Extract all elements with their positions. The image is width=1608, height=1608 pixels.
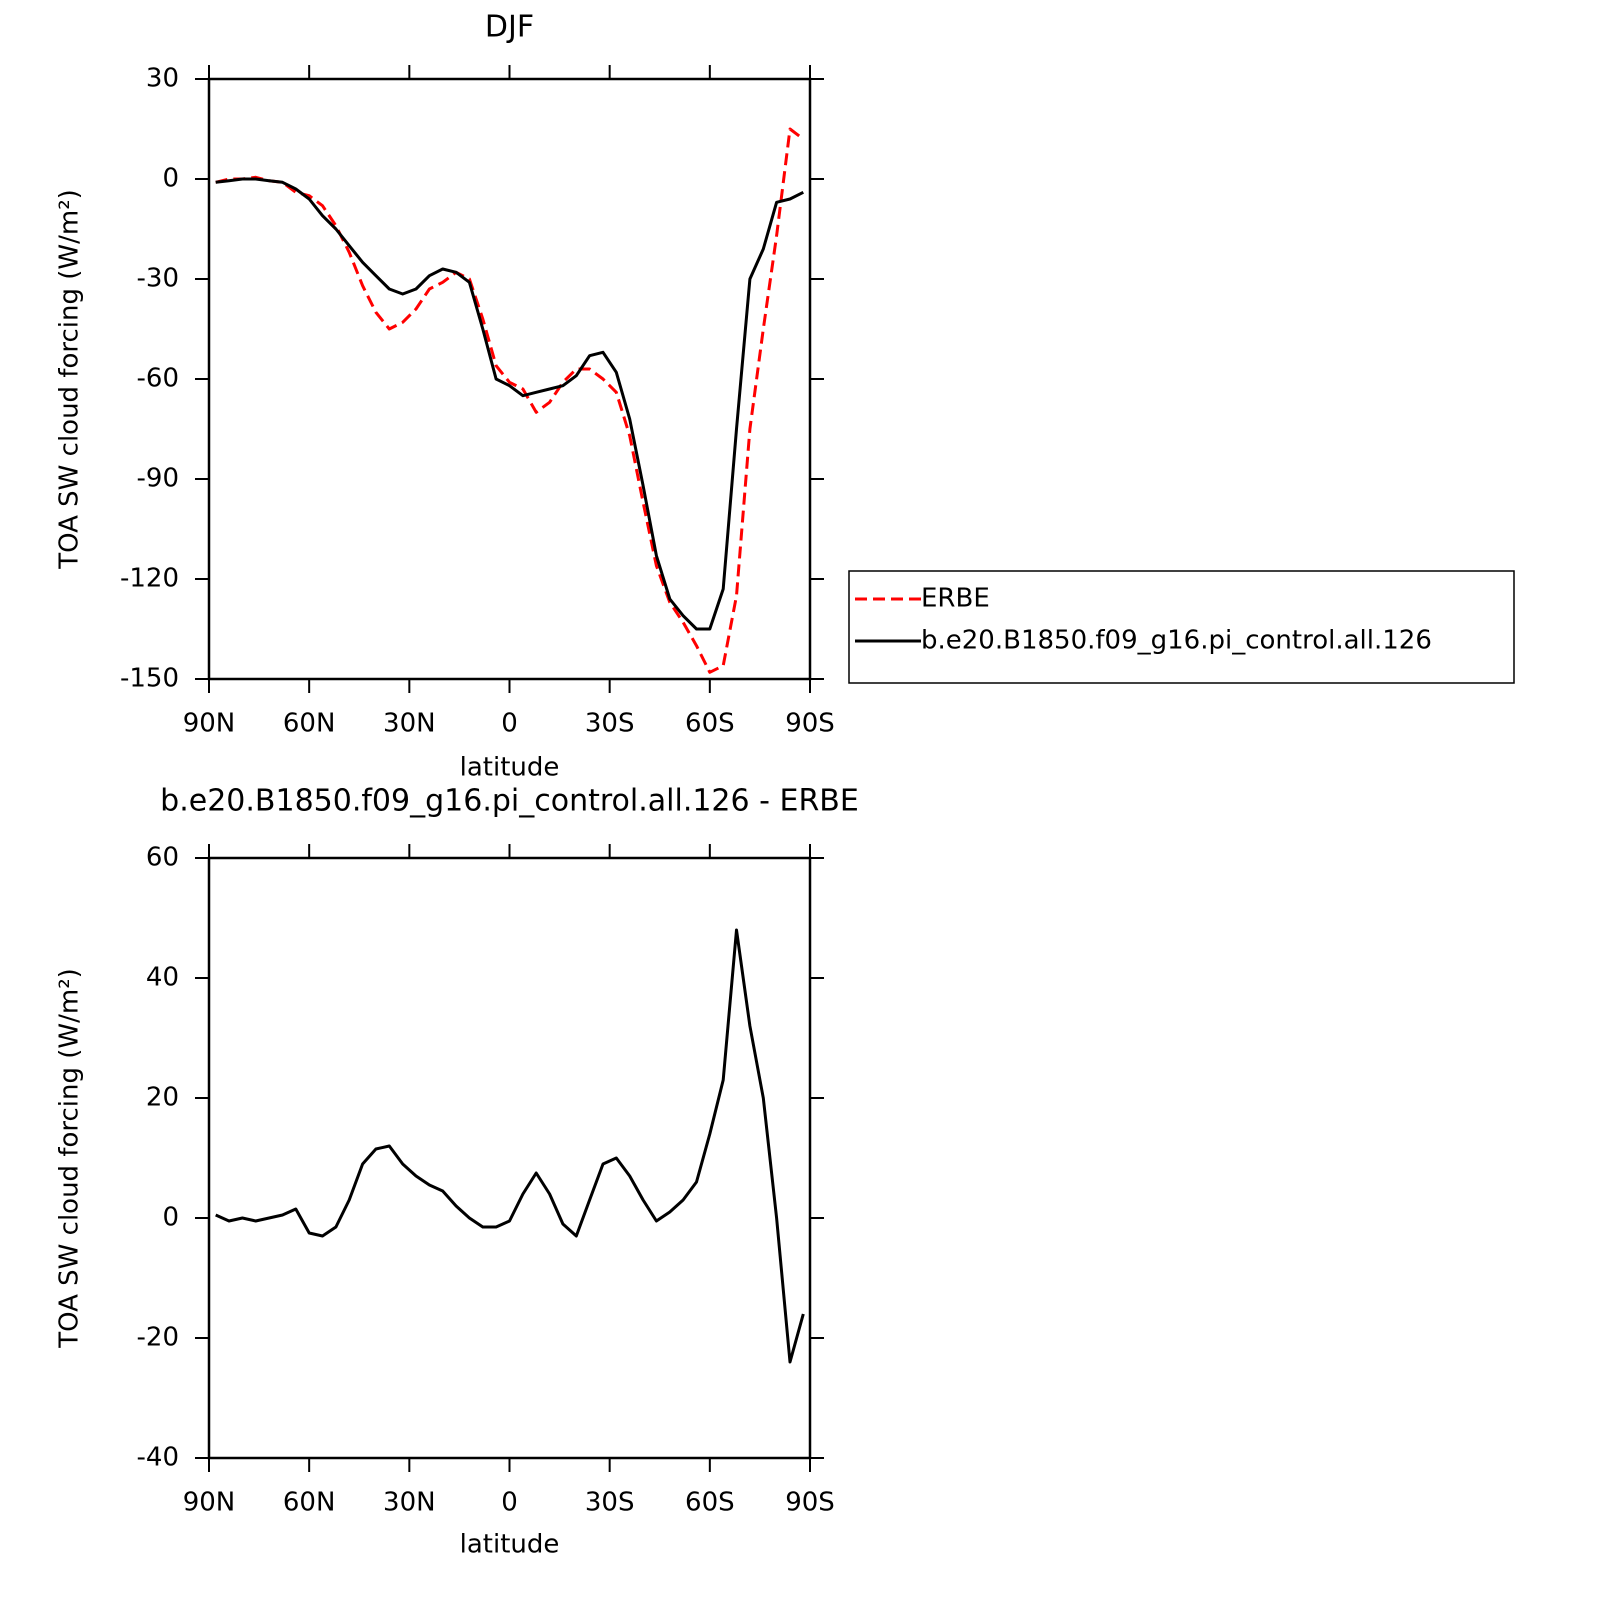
x-tick-label: 0 [501, 1488, 518, 1518]
y-axis-label: TOA SW cloud forcing (W/m²) [55, 968, 85, 1349]
x-tick-label: 90N [183, 709, 236, 739]
x-axis-label: latitude [460, 1530, 560, 1560]
x-tick-label: 30N [383, 709, 436, 739]
x-tick-label: 90S [785, 709, 835, 739]
x-tick-label: 30S [585, 1488, 635, 1518]
x-tick-label: 60S [685, 709, 735, 739]
legend-label: b.e20.B1850.f09_g16.pi_control.all.126 [921, 626, 1432, 656]
y-tick-label: 40 [146, 963, 179, 993]
y-tick-label: -30 [137, 264, 179, 294]
x-tick-label: 30N [383, 1488, 436, 1518]
plot-frame [207, 856, 812, 1460]
x-tick-label: 90N [183, 1488, 236, 1518]
y-axis-label: TOA SW cloud forcing (W/m²) [55, 189, 85, 570]
legend-box [848, 570, 1515, 684]
x-tick-label: 60N [283, 709, 336, 739]
y-tick-label: -150 [120, 664, 179, 694]
data-line [215, 177, 804, 631]
x-tick-label: 60N [283, 1488, 336, 1518]
y-tick-label: -120 [120, 564, 179, 594]
x-tick-label: 0 [501, 709, 518, 739]
x-tick-label: 30S [585, 709, 635, 739]
plot-frame [207, 77, 812, 681]
y-tick-label: -40 [137, 1443, 179, 1473]
legend-label: ERBE [921, 584, 990, 614]
data-line [215, 928, 805, 1364]
chart-title: b.e20.B1850.f09_g16.pi_control.all.126 -… [160, 784, 859, 819]
x-tick-label: 60S [685, 1488, 735, 1518]
y-tick-label: 0 [162, 1203, 179, 1233]
y-tick-label: -20 [137, 1323, 179, 1353]
y-tick-label: -60 [137, 364, 179, 394]
y-tick-label: 20 [146, 1083, 179, 1113]
data-line [215, 127, 805, 674]
y-tick-label: 30 [146, 64, 179, 94]
chart-title: DJF [485, 10, 534, 45]
y-tick-label: 60 [146, 843, 179, 873]
x-axis-label: latitude [460, 753, 560, 783]
y-tick-label: 0 [162, 164, 179, 194]
y-tick-label: -90 [137, 464, 179, 494]
x-tick-label: 90S [785, 1488, 835, 1518]
